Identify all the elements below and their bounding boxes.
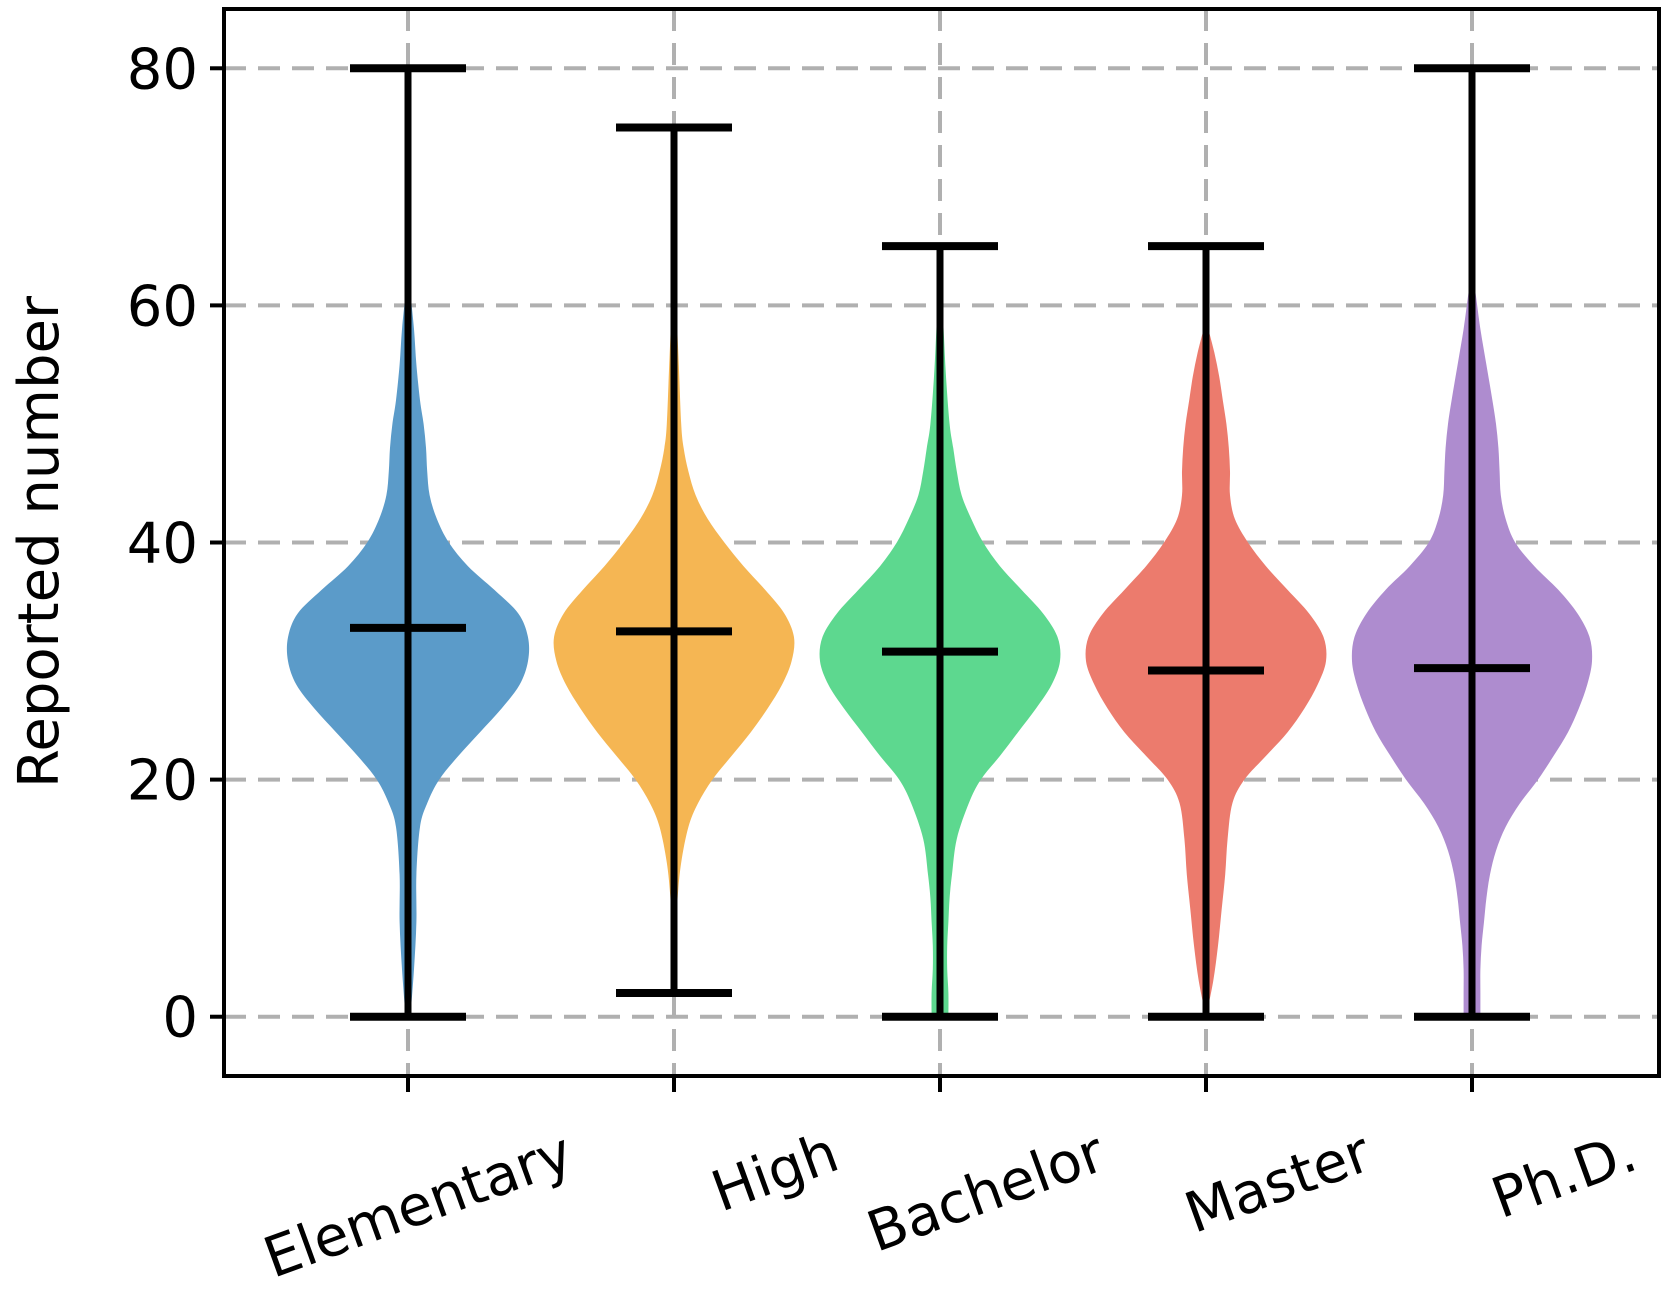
y-axis-label: Reported number — [7, 295, 72, 788]
y-tick-label: 20 — [127, 749, 198, 814]
x-tick-label: High — [704, 1120, 847, 1225]
y-tick-label: 60 — [127, 274, 198, 339]
y-tick-label: 80 — [127, 37, 198, 102]
whiskers — [350, 64, 1530, 1021]
x-axis: Elementary High Bachelor Master Ph.D. — [256, 1076, 1645, 1291]
y-tick-label: 0 — [162, 986, 198, 1051]
x-tick-label: Bachelor — [859, 1120, 1114, 1266]
x-tick-label: Ph.D. — [1483, 1120, 1644, 1232]
x-tick-label: Elementary — [256, 1120, 581, 1291]
y-tick-label: 40 — [127, 512, 198, 577]
x-tick-label: Master — [1177, 1120, 1380, 1247]
y-axis: 0 20 40 60 80 — [127, 37, 224, 1051]
